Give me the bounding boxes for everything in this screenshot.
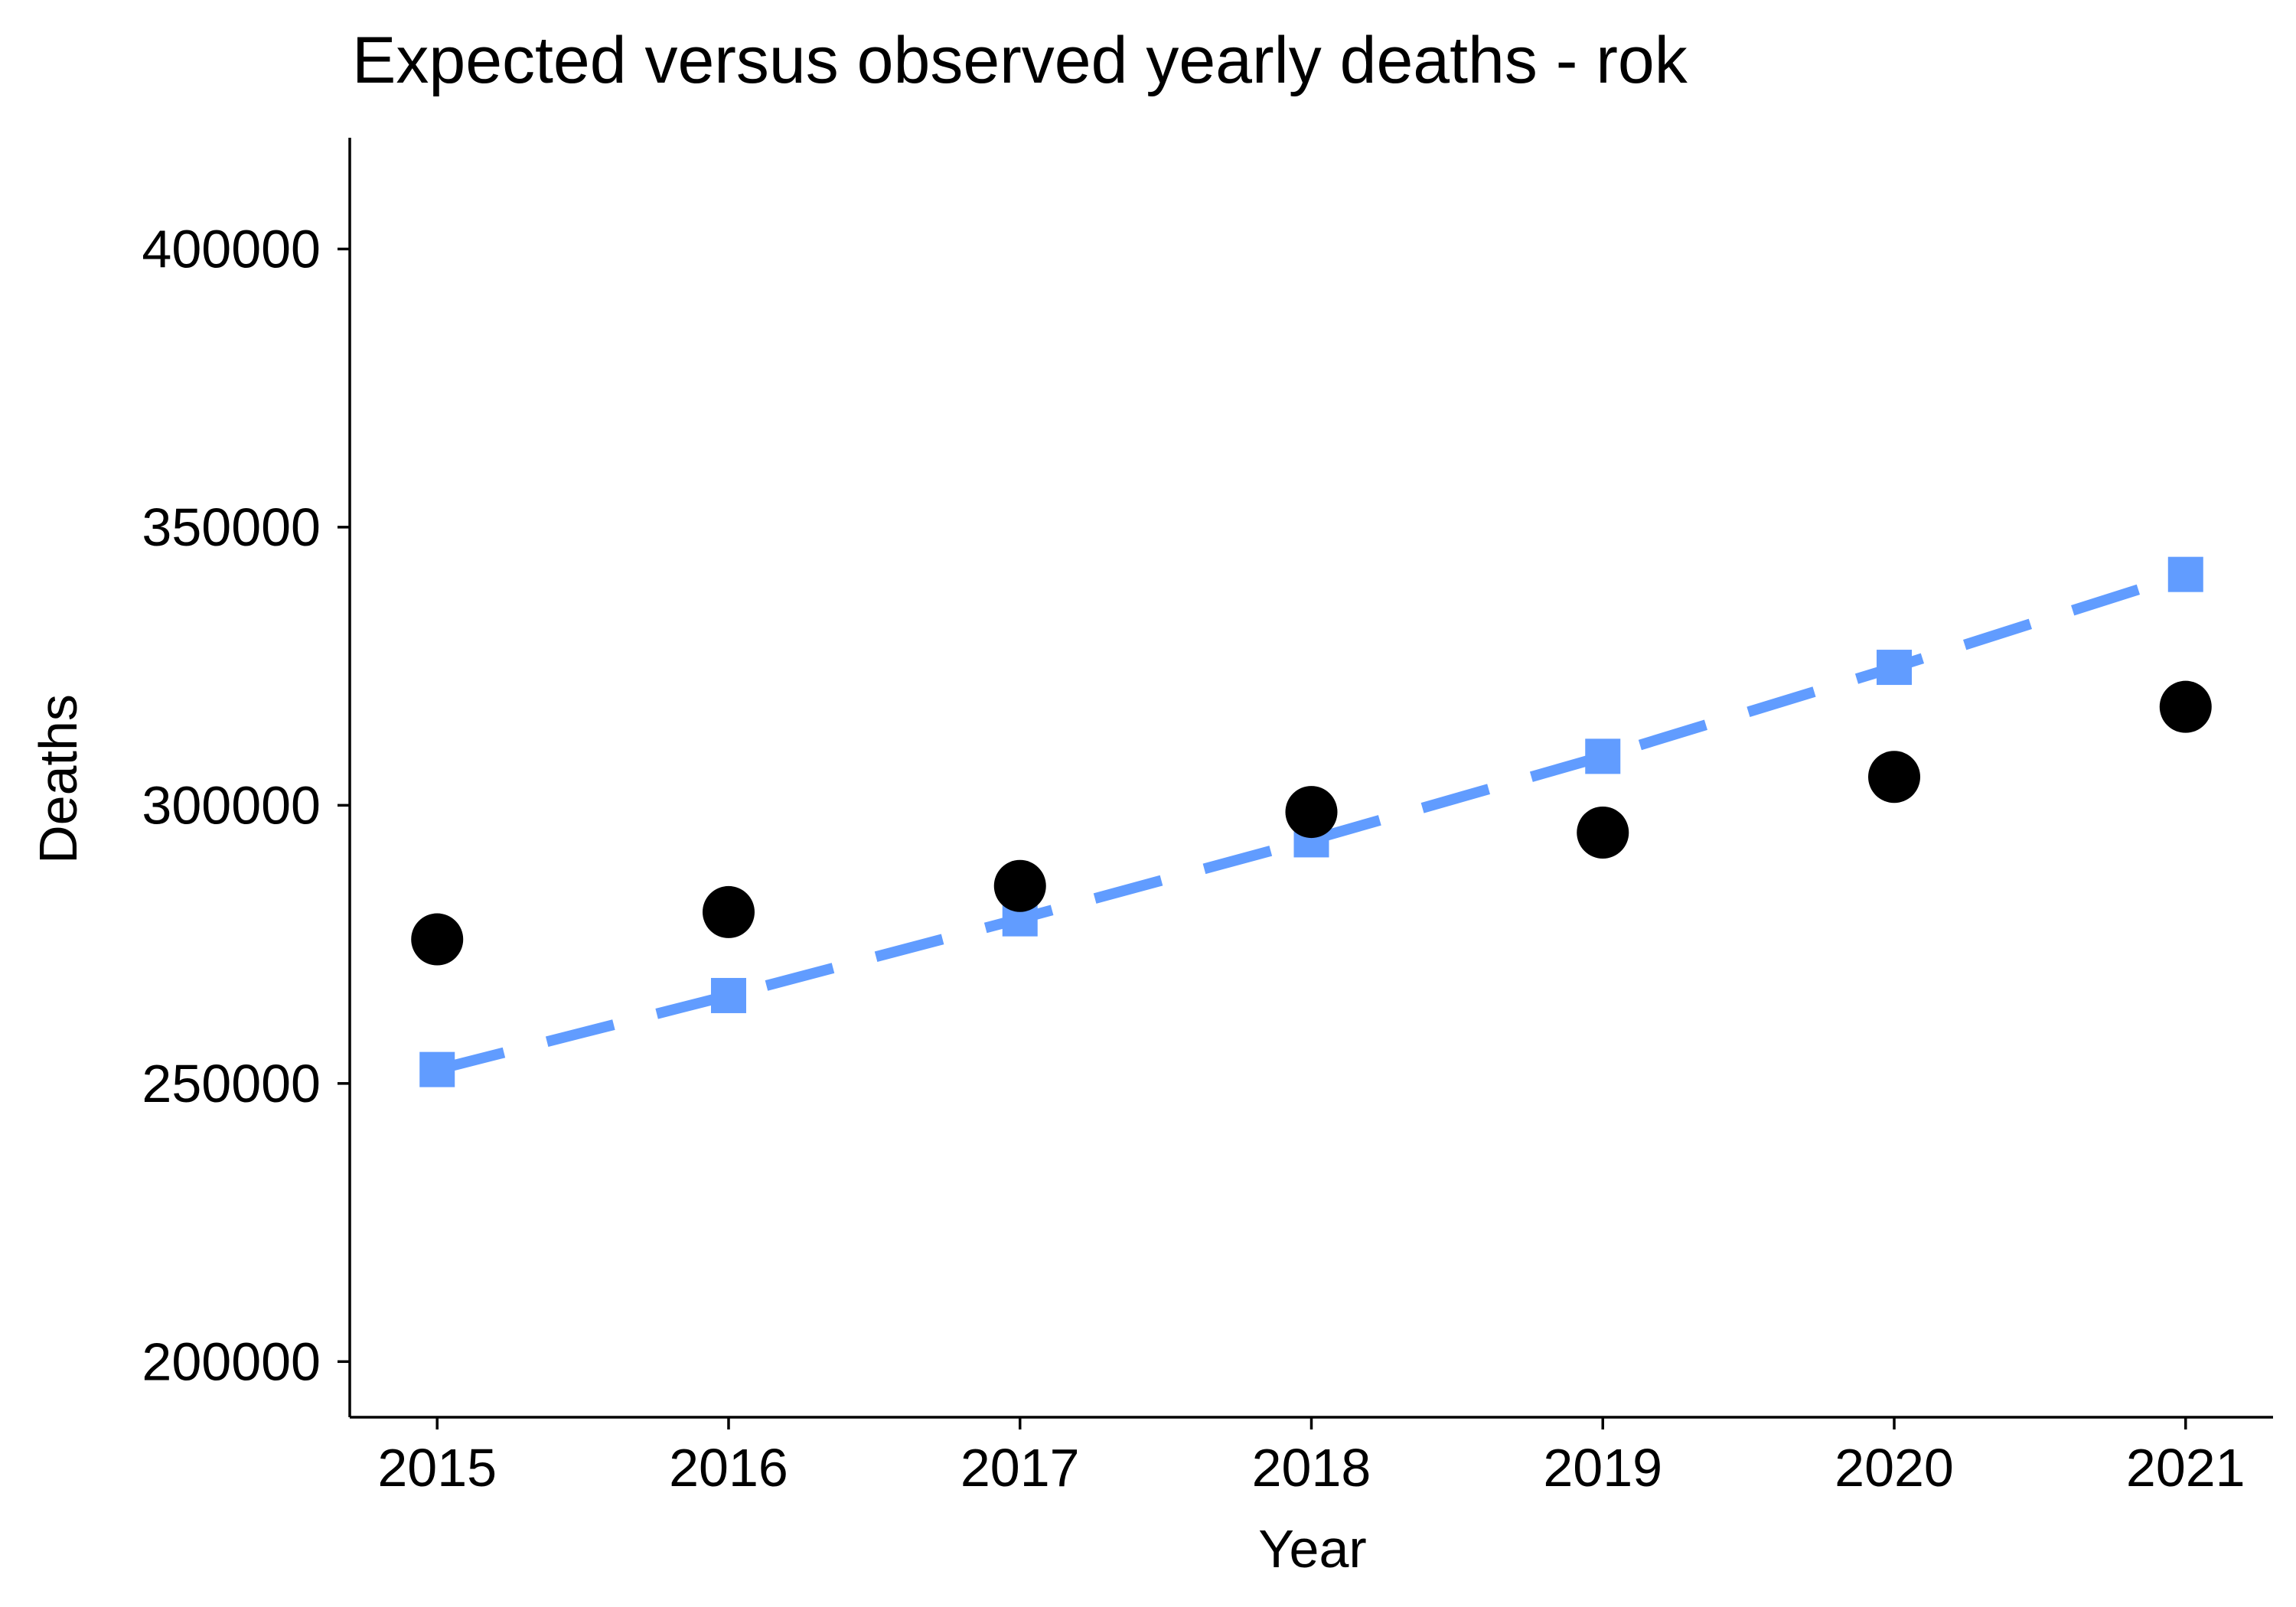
expected-point <box>1877 650 1913 686</box>
observed-point <box>1868 751 1921 804</box>
expected-point <box>1585 738 1621 774</box>
observed-point <box>411 913 464 966</box>
x-tick-label: 2018 <box>1252 1438 1371 1498</box>
observed-point <box>2159 680 2212 733</box>
y-tick-label: 400000 <box>142 219 321 279</box>
observed-point <box>1285 786 1338 839</box>
x-tick-label: 2015 <box>377 1438 497 1498</box>
x-tick-label: 2016 <box>669 1438 788 1498</box>
x-tick-label: 2017 <box>960 1438 1080 1498</box>
x-tick-label: 2021 <box>2126 1438 2245 1498</box>
observed-point <box>1577 806 1629 859</box>
chart-title: Expected versus observed yearly deaths -… <box>352 24 1688 97</box>
observed-point <box>993 859 1046 912</box>
observed-series <box>411 680 2212 966</box>
y-tick-label: 250000 <box>142 1054 321 1113</box>
expected-point <box>2167 556 2203 592</box>
x-tick-label: 2020 <box>1835 1438 1954 1498</box>
x-axis: 2015 2016 2017 2018 2019 2020 2021 <box>350 1416 2273 1498</box>
y-axis-title: Deaths <box>28 694 88 864</box>
expected-point <box>419 1051 455 1087</box>
y-tick-label: 300000 <box>142 775 321 835</box>
y-tick-label: 200000 <box>142 1332 321 1391</box>
y-axis: 200000 250000 300000 350000 400000 <box>142 138 351 1417</box>
x-tick-label: 2019 <box>1543 1438 1662 1498</box>
x-axis-title: Year <box>1258 1519 1366 1579</box>
observed-point <box>702 885 755 938</box>
expected-point <box>710 977 746 1013</box>
y-tick-label: 350000 <box>142 497 321 557</box>
